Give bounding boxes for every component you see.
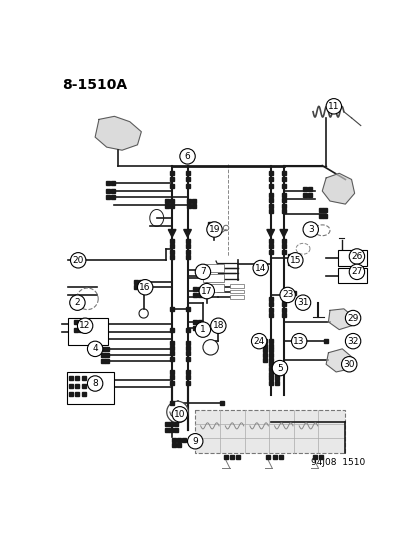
Circle shape	[291, 334, 306, 349]
Circle shape	[137, 280, 152, 295]
Circle shape	[206, 222, 222, 237]
Polygon shape	[321, 173, 354, 204]
Text: 8-1510A: 8-1510A	[62, 78, 127, 92]
Circle shape	[87, 341, 102, 357]
Text: 15: 15	[289, 256, 300, 265]
Circle shape	[279, 287, 294, 303]
Circle shape	[210, 318, 225, 334]
Text: 10: 10	[173, 410, 185, 419]
Text: 94J08  1510: 94J08 1510	[311, 458, 365, 467]
Text: 17: 17	[201, 287, 212, 296]
Text: 11: 11	[327, 102, 339, 111]
Circle shape	[195, 264, 210, 280]
Text: 2: 2	[74, 298, 80, 307]
Circle shape	[187, 433, 202, 449]
Circle shape	[349, 249, 364, 264]
Polygon shape	[168, 230, 176, 237]
Circle shape	[344, 334, 360, 349]
Text: 13: 13	[293, 337, 304, 346]
Circle shape	[325, 99, 341, 114]
Bar	[229, 289, 243, 294]
Text: 20: 20	[72, 256, 84, 265]
Text: 19: 19	[208, 225, 220, 234]
Text: 23: 23	[281, 290, 293, 300]
Circle shape	[87, 376, 102, 391]
Bar	[66, 372, 114, 405]
Circle shape	[272, 360, 287, 376]
Text: 7: 7	[199, 268, 205, 276]
Circle shape	[302, 222, 318, 237]
Polygon shape	[183, 230, 191, 237]
Circle shape	[349, 264, 364, 280]
Circle shape	[199, 284, 214, 299]
Bar	[337, 268, 366, 284]
Circle shape	[252, 260, 268, 276]
Circle shape	[195, 322, 210, 337]
Circle shape	[69, 295, 85, 310]
Polygon shape	[325, 349, 352, 372]
Text: 3: 3	[307, 225, 313, 234]
Bar	[195, 410, 344, 453]
Circle shape	[294, 295, 310, 310]
Bar	[202, 264, 224, 272]
Text: 9: 9	[192, 437, 198, 446]
Text: 16: 16	[139, 283, 151, 292]
Circle shape	[341, 357, 356, 372]
Text: 12: 12	[79, 321, 90, 330]
Polygon shape	[328, 309, 352, 329]
Text: 14: 14	[254, 263, 266, 272]
Bar	[202, 274, 224, 282]
Circle shape	[287, 253, 302, 268]
Text: 30: 30	[343, 360, 354, 369]
Text: 27: 27	[350, 268, 362, 276]
Bar	[229, 284, 243, 288]
Bar	[229, 295, 243, 299]
Circle shape	[344, 310, 360, 326]
Text: 32: 32	[347, 337, 358, 346]
Bar	[337, 251, 366, 265]
Polygon shape	[95, 116, 141, 150]
Text: 5: 5	[276, 364, 282, 373]
Circle shape	[77, 318, 93, 334]
Circle shape	[202, 340, 218, 355]
Polygon shape	[266, 230, 274, 237]
Bar	[68, 318, 108, 345]
Text: 18: 18	[212, 321, 223, 330]
Circle shape	[70, 253, 85, 268]
Text: 1: 1	[199, 325, 205, 334]
Circle shape	[251, 334, 266, 349]
Circle shape	[166, 401, 188, 423]
Text: 26: 26	[350, 252, 362, 261]
Text: 6: 6	[184, 152, 190, 161]
Text: 24: 24	[253, 337, 264, 346]
Circle shape	[179, 149, 195, 164]
Text: 31: 31	[297, 298, 308, 307]
Circle shape	[172, 407, 187, 422]
Text: 29: 29	[347, 313, 358, 322]
Polygon shape	[279, 230, 287, 237]
Text: 8: 8	[92, 379, 98, 388]
Bar	[202, 284, 224, 292]
Text: 4: 4	[92, 344, 98, 353]
